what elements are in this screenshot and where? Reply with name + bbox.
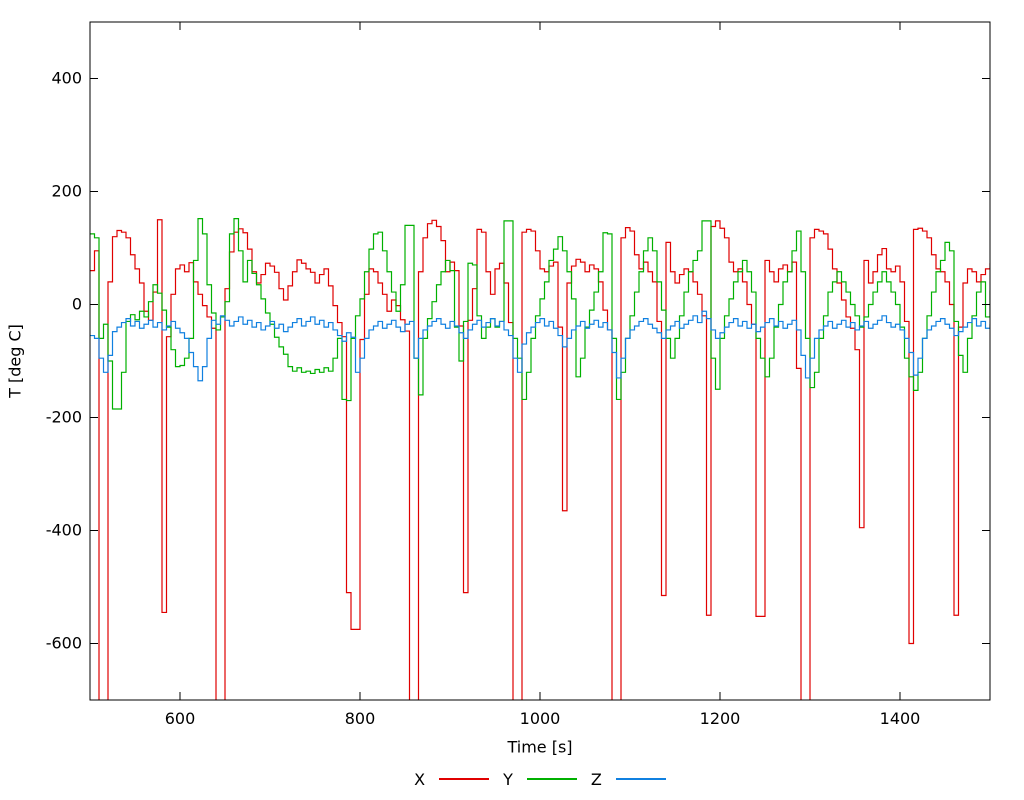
series-Z-line — [90, 310, 990, 382]
legend-item-x: X — [414, 769, 490, 789]
legend: X Y Z — [90, 769, 990, 789]
series-X-line — [90, 219, 990, 700]
x-tick-label: 1200 — [700, 709, 741, 728]
legend-label-z: Z — [590, 769, 602, 789]
x-tick-label: 800 — [345, 709, 376, 728]
y-tick-label: 0 — [72, 295, 82, 314]
legend-label-x: X — [414, 769, 426, 789]
y-axis-title: T [deg C] — [5, 324, 25, 398]
x-axis-title: Time [s] — [507, 737, 573, 757]
legend-line-sample-y — [526, 778, 577, 780]
y-tick-label: 200 — [51, 182, 82, 201]
legend-line-sample-z — [615, 778, 666, 780]
y-tick-label: -200 — [46, 408, 82, 427]
legend-label-y: Y — [503, 769, 513, 789]
legend-item-y: Y — [503, 770, 577, 789]
x-tick-label: 600 — [165, 709, 196, 728]
legend-line-sample-x — [439, 778, 490, 780]
x-tick-label: 1400 — [880, 709, 921, 728]
y-tick-label: -400 — [46, 521, 82, 540]
y-tick-label: 400 — [51, 69, 82, 88]
series-Y-line — [90, 218, 990, 410]
legend-item-z: Z — [591, 770, 666, 789]
y-tick-label: -600 — [46, 634, 82, 653]
x-tick-label: 1000 — [520, 709, 561, 728]
